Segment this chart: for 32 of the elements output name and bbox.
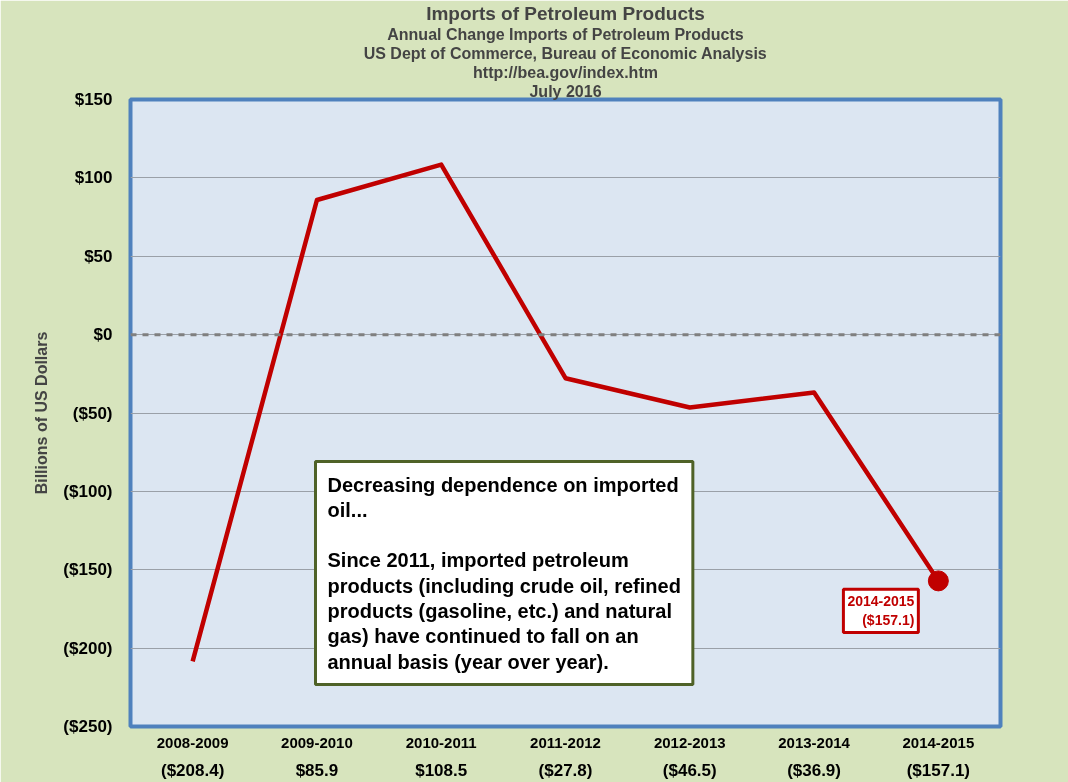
x-tick-label: 2012-2013 (653, 733, 726, 751)
data-label: $108.5 (415, 760, 468, 780)
data-label: ($46.5) (662, 760, 717, 780)
text: US Dept of Commerce, Bureau of Economic Analysis (363, 44, 767, 62)
data-label: ($157.1) (906, 760, 971, 780)
data-label: ($36.9) (787, 760, 842, 780)
y-tick-label: ($250) (63, 717, 113, 736)
y-axis-title: Billions of US Dollars (33, 331, 51, 495)
x-tick-label: 2014-2015 (902, 733, 975, 751)
data-label: $85.9 (295, 760, 339, 780)
annotation: July 2016 (529, 82, 602, 100)
chart-subtitle: Annual Change Imports of Petroleum Products (387, 25, 744, 43)
y-tick-label: ($200) (63, 638, 113, 658)
chart-title: Imports of Petroleum Products (426, 2, 705, 24)
data-label: ($208.4) (160, 760, 225, 780)
y-tick-label: ($50) (72, 403, 113, 423)
text: http://bea.gov/index.htm (473, 63, 658, 81)
annotation: Since 2011, imported petroleum products (including crude oil, refined products (gasoline, etc.) and natural gas) have continued to fall on an annual basis (year over year). (327, 549, 681, 673)
y-tick-label: $150 (74, 90, 113, 109)
y-tick-label: ($100) (63, 481, 113, 501)
x-tick-label: 2011-2012 (530, 733, 601, 751)
x-tick-label: 2009-2010 (281, 733, 353, 751)
data-label: ($27.8) (538, 760, 593, 780)
x-tick-label: 2010-2011 (405, 733, 477, 751)
annotation: Decreasing dependence on imported oil... (327, 473, 679, 521)
annotation: 2014-2015 ($157.1) (847, 593, 915, 629)
y-tick-label: ($150) (63, 560, 113, 580)
x-tick-label: 2008-2009 (156, 733, 229, 751)
y-tick-label: $100 (74, 168, 113, 188)
y-tick-label: $0 (93, 325, 113, 345)
y-tick-label: $50 (84, 246, 113, 266)
x-tick-label: 2013-2014 (778, 733, 851, 751)
